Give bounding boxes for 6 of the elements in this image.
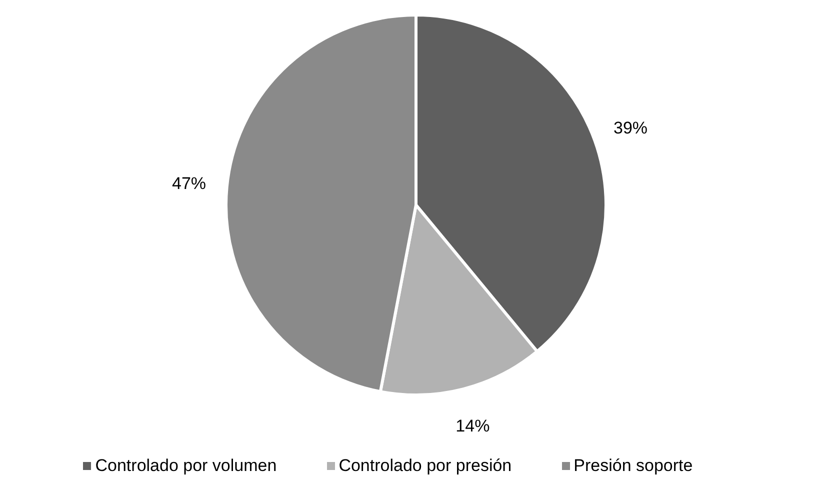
data-label: 14% <box>456 416 490 436</box>
data-label: 47% <box>172 174 206 194</box>
legend-label: Controlado por presión <box>338 456 512 476</box>
legend-label: Controlado por volumen <box>94 456 277 476</box>
legend-label: Presión soporte <box>572 456 693 476</box>
data-label: 39% <box>614 118 648 138</box>
